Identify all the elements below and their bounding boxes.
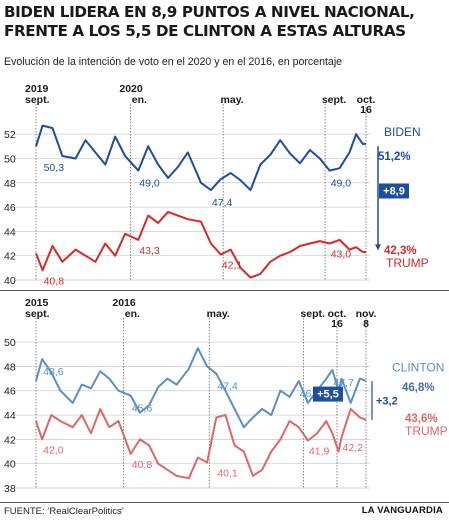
end-value-biden: 51,2% xyxy=(378,151,411,163)
x-tick-label: sept. xyxy=(25,94,50,106)
x-tick-label: 16 xyxy=(331,318,343,330)
y-tick-label: 44 xyxy=(4,410,16,422)
y-tick-label: 42 xyxy=(4,434,16,446)
legend-clinton: CLINTON xyxy=(392,360,444,374)
y-tick-label: 38 xyxy=(4,483,16,495)
data-label: 42,2 xyxy=(343,442,364,454)
data-label: 40,1 xyxy=(217,467,238,479)
gap-label: +8,9 xyxy=(383,185,405,197)
data-label: 47,4 xyxy=(212,197,233,209)
data-label: 45,6 xyxy=(132,403,153,415)
data-label: 47,4 xyxy=(217,381,238,393)
source-note: FUENTE: ‘RealClearPolitics’ xyxy=(4,506,124,517)
x-year-label: 2019 xyxy=(25,83,49,95)
x-tick-label: en. xyxy=(132,94,147,106)
series-line-trump xyxy=(35,408,367,480)
gap-label: +5,5 xyxy=(317,389,339,401)
y-tick-label: 46 xyxy=(4,386,16,398)
legend-biden: BIDEN xyxy=(384,125,421,139)
data-label: 50,3 xyxy=(44,162,65,174)
y-tick-label: 40 xyxy=(4,459,16,471)
y-tick-label: 48 xyxy=(4,361,16,373)
x-tick-label: sept. xyxy=(322,94,347,106)
y-tick-label: 44 xyxy=(4,226,16,238)
x-tick-label: nov. xyxy=(356,308,377,320)
data-label: 42,0 xyxy=(43,444,64,456)
data-label: 42,1 xyxy=(222,259,243,271)
y-tick-label: 46 xyxy=(4,202,16,214)
data-label: 48,6 xyxy=(43,366,64,378)
chart-subtitle: Evolución de la intención de voto en el … xyxy=(4,56,343,68)
x-tick-label: en. xyxy=(125,308,140,320)
y-tick-label: 48 xyxy=(4,178,16,190)
series-line-trump xyxy=(35,210,366,279)
end-value-clinton: 46,8% xyxy=(402,382,435,394)
x-year-label: 2016 xyxy=(112,297,136,309)
series-line-biden xyxy=(35,124,366,192)
footer-divider xyxy=(0,502,449,503)
gap-badge xyxy=(379,183,409,199)
y-tick-label: 40 xyxy=(4,275,16,287)
x-tick-label: 16 xyxy=(360,104,372,116)
data-label: 40,8 xyxy=(44,275,65,287)
data-label: 43,0 xyxy=(331,249,352,261)
data-label: 41,9 xyxy=(309,446,330,458)
data-label: 47,7 xyxy=(333,377,354,389)
x-tick-label: may. xyxy=(221,94,244,106)
data-label: 49,0 xyxy=(139,178,160,190)
gap-arrow-head xyxy=(375,244,381,251)
series-line-clinton xyxy=(35,347,367,429)
x-year-label: 2015 xyxy=(25,297,49,309)
gap-label-2: +3,2 xyxy=(376,395,398,407)
chart-title: BIDEN LIDERA EN 8,9 PUNTOS A NIVEL NACIO… xyxy=(4,3,415,40)
brand-logo: LA VANGUARDIA xyxy=(361,505,443,516)
x-tick-label: sept. xyxy=(25,308,50,320)
x-tick-label: 8 xyxy=(363,318,369,330)
y-tick-label: 50 xyxy=(4,337,16,349)
y-tick-label: 52 xyxy=(4,129,16,141)
end-value-trump-2016: 43,6% xyxy=(405,413,438,425)
divider xyxy=(0,290,449,291)
legend-trump-2016: TRUMP xyxy=(405,424,448,438)
x-tick-label: sept. xyxy=(300,308,325,320)
x-tick-label: oct. xyxy=(328,308,347,320)
data-label: 43,3 xyxy=(139,245,160,257)
data-label: 40,8 xyxy=(132,459,153,471)
gap-badge xyxy=(312,386,343,402)
end-value-trump: 42,3% xyxy=(384,245,417,257)
x-tick-label: oct. xyxy=(357,94,376,106)
legend-trump: TRUMP xyxy=(386,256,429,270)
x-tick-label: may. xyxy=(207,308,230,320)
x-year-label: 2020 xyxy=(119,83,143,95)
y-tick-label: 42 xyxy=(4,251,16,263)
data-label: 49,0 xyxy=(331,178,352,190)
y-tick-label: 50 xyxy=(4,153,16,165)
